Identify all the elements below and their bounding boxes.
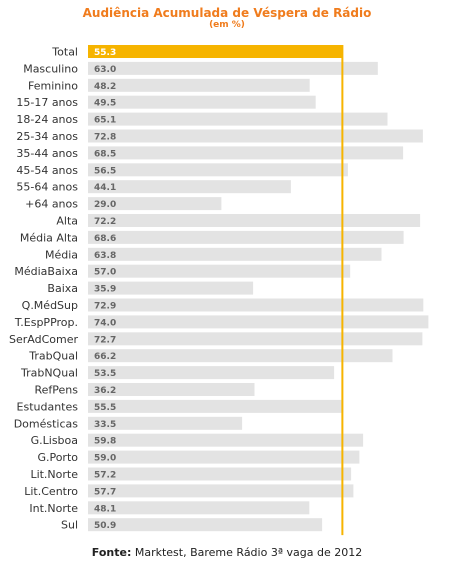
category-label: T.EspPProp. [14,316,78,329]
value-label: 55.3 [94,48,116,58]
value-label: 55.5 [94,403,116,413]
bar [88,332,423,346]
bar [88,146,404,160]
bar [88,129,423,143]
category-label: MédiaBaixa [14,265,78,278]
bar [88,467,352,481]
category-label: Sul [61,519,78,532]
bar [88,383,255,396]
category-label: Lit.Centro [24,485,78,498]
category-label: 45-54 anos [16,164,78,177]
category-label: SerAdComer [9,333,78,346]
bar [88,247,382,261]
chart-title: Audiência Acumulada de Véspera de Rádio [82,6,372,20]
category-label: Média [45,248,78,261]
category-label: Média Alta [20,231,78,244]
category-label: RefPens [34,384,78,397]
category-label: TrabQual [28,350,78,363]
value-label: 72.8 [94,133,116,143]
footer-text: Marktest, Bareme Rádio 3ª vaga de 2012 [131,546,363,559]
bar [88,518,323,532]
value-label: 72.9 [94,302,116,312]
category-label: Q.MédSup [22,299,78,312]
footer-label: Fonte: [91,546,132,559]
bar [88,315,429,329]
value-label: 59.8 [94,437,116,447]
category-label: Int.Norte [29,502,78,515]
value-label: 72.2 [94,217,116,227]
chart-subtitle: (em %) [209,20,245,30]
value-label: 50.9 [94,521,116,531]
category-label: Lit.Norte [30,468,78,481]
category-label: TrabNQual [20,367,78,380]
bar [88,180,291,194]
bar [88,298,424,312]
bar [88,61,378,75]
bar [88,450,360,464]
value-label: 35.9 [94,285,116,295]
value-label: 29.0 [94,200,116,210]
category-label: 25-34 anos [16,130,78,143]
value-label: 63.8 [94,251,116,261]
category-label: Alta [56,215,78,228]
bar [88,163,348,177]
value-label: 57.2 [94,471,116,481]
value-label: 59.0 [94,454,116,464]
value-label: 44.1 [94,183,116,193]
category-label: 35-44 anos [16,147,78,160]
value-label: 68.5 [94,149,116,159]
bar [88,366,335,380]
value-label: 48.1 [94,504,116,514]
bar [88,112,388,126]
value-label: 66.2 [94,352,116,362]
category-label: Baixa [47,282,78,295]
value-label: 48.2 [94,82,116,92]
category-label: 18-24 anos [16,113,78,126]
bar [88,281,254,295]
bar [88,433,364,447]
category-label: Estudantes [17,400,79,413]
value-label: 36.2 [94,386,116,396]
bar [88,484,354,498]
bar [88,214,421,227]
category-label: Masculino [23,62,78,75]
bar [88,501,310,515]
value-label: 33.5 [94,420,116,430]
category-label: 15-17 anos [16,96,78,109]
category-label: Domésticas [14,417,79,430]
value-label: 53.5 [94,369,116,379]
category-label: Feminino [28,79,78,92]
bar [88,45,343,58]
bar [88,416,243,430]
bar [88,230,404,244]
bar [88,399,344,413]
value-label: 63.0 [94,65,116,75]
bar [88,349,393,363]
source-footer: Fonte: Marktest, Bareme Rádio 3ª vaga de… [0,546,454,559]
category-label: G.Lisboa [31,434,78,447]
bar [88,197,222,211]
category-label: 55-64 anos [16,181,78,194]
value-label: 57.0 [94,268,116,278]
value-label: 57.7 [94,487,116,497]
value-label: 49.5 [94,99,116,109]
value-label: 72.7 [94,335,116,345]
value-label: 68.6 [94,234,116,244]
category-label: +64 anos [25,198,78,211]
category-label: Total [51,46,78,59]
bar [88,95,316,109]
value-label: 56.5 [94,166,116,176]
value-label: 65.1 [94,116,116,126]
bar [88,264,351,278]
bar [88,78,310,92]
value-label: 74.0 [94,318,116,328]
category-label: G.Porto [37,451,78,464]
